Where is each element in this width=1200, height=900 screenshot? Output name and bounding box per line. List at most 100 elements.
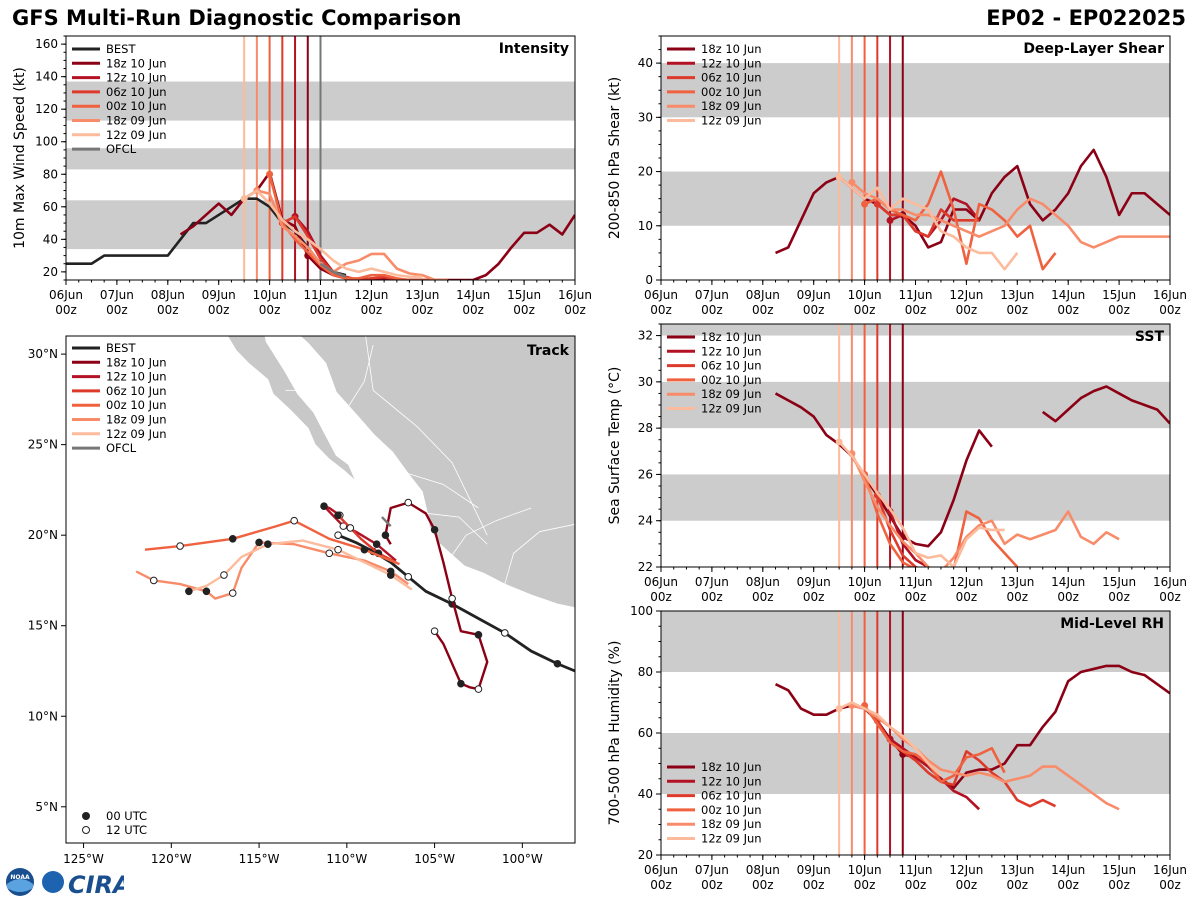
intensity-ylabel: 10m Max Wind Speed (kt) (12, 67, 28, 249)
rh-legend-label-12z-10-jun: 12z 10 Jun (701, 774, 762, 788)
shear-xtick-label: 00z (752, 303, 774, 317)
track-marker-12z-10-jun (320, 502, 328, 511)
intensity-line-ofcl (319, 262, 347, 278)
sst-line-18z-10-jun (1041, 385, 1170, 425)
shear-ytick-label: 0 (645, 273, 653, 287)
intensity-xtick-label: 15Jun (507, 288, 541, 302)
shear-xtick-label: 09Jun (797, 288, 831, 302)
intensity-xtick-label: 09Jun (202, 288, 236, 302)
rh-ylabel: 700-500 hPa Humidity (%) (607, 641, 623, 826)
intensity-xtick-label: 00z (208, 303, 230, 317)
rh-ytick-label: 60 (638, 726, 653, 740)
shear-line-12z-09-jun (838, 175, 1019, 271)
rh-xtick-label: 07Jun (695, 863, 729, 877)
sst-xtick-label: 12Jun (949, 575, 983, 589)
sst-xtick-label: 00z (905, 590, 927, 604)
intensity-xtick-label: 00z (55, 303, 77, 317)
shear-panel: 01020304006Jun00z07Jun00z08Jun00z09Jun00… (607, 35, 1187, 317)
track-legend-label-18z-09-jun: 18z 09 Jun (106, 413, 167, 427)
sst-xtick-label: 00z (1007, 590, 1029, 604)
sst-legend-label-12z-10-jun: 12z 10 Jun (701, 344, 762, 358)
rh-xtick-label: 12Jun (949, 863, 983, 877)
track-ytick-label: 5°N (35, 800, 58, 814)
sst-series (774, 385, 1170, 567)
shear-legend-label-18z-10-jun: 18z 10 Jun (701, 42, 762, 56)
intensity-ytick-label: 40 (43, 232, 58, 246)
shear-band-0 (661, 171, 1170, 226)
intensity-xtick-label: 00z (361, 303, 383, 317)
sst-legend-label-18z-10-jun: 18z 10 Jun (701, 330, 762, 344)
intensity-xtick-label: 00z (412, 303, 434, 317)
rh-line-06z-10-jun (876, 720, 1057, 808)
rh-series (774, 664, 1170, 811)
shear-xtick-label: 12Jun (949, 288, 983, 302)
shear-xtick-label: 00z (701, 303, 723, 317)
track-marker-12z-10-jun (372, 540, 381, 549)
sst-ytick-label: 24 (638, 514, 653, 528)
track-line-00z-10-jun (144, 519, 400, 566)
track-marker-legend-label: 00 UTC (106, 809, 147, 823)
track-xtick-label: 100°W (502, 852, 543, 866)
track-state-border (408, 473, 479, 509)
shear-xtick-label: 16Jun (1153, 288, 1187, 302)
rh-xtick-label: 00z (854, 878, 876, 892)
shear-xtick-label: 00z (905, 303, 927, 317)
rh-xtick-label: 00z (956, 878, 978, 892)
sst-ytick-label: 30 (638, 375, 653, 389)
shear-ylabel: 200-850 hPa Shear (kt) (607, 77, 623, 239)
sst-init-dot-12z-09-jun (835, 438, 843, 446)
track-ytick-label: 15°N (28, 619, 58, 633)
intensity-ytick-label: 140 (35, 70, 58, 84)
intensity-init-dot-12z-09-jun (240, 195, 248, 203)
intensity-xtick-label: 00z (157, 303, 179, 317)
sst-xtick-label: 00z (701, 590, 723, 604)
sst-xtick-label: 00z (1108, 590, 1130, 604)
track-ytick-label: 30°N (28, 347, 58, 361)
shear-xtick-label: 11Jun (898, 288, 932, 302)
sst-xtick-label: 00z (1159, 590, 1181, 604)
intensity-line-12z-09-jun (243, 189, 423, 279)
shear-xtick-label: 06Jun (644, 288, 678, 302)
track-ytick-label: 20°N (28, 528, 58, 542)
intensity-legend-label-ofcl: OFCL (106, 142, 137, 156)
track-land-mexico (227, 336, 575, 609)
sst-xtick-label: 15Jun (1102, 575, 1136, 589)
sst-legend-label-12z-09-jun: 12z 09 Jun (701, 402, 762, 416)
track-marker-18z-10-jun (474, 630, 483, 639)
rh-xtick-label: 00z (1007, 878, 1029, 892)
rh-xtick-label: 00z (1108, 878, 1130, 892)
rh-xtick-label: 00z (803, 878, 825, 892)
shear-ytick-label: 40 (638, 56, 653, 70)
track-line-12z-09-jun (188, 539, 413, 593)
intensity-xtick-label: 06Jun (49, 288, 83, 302)
rh-xtick-label: 14Jun (1051, 863, 1085, 877)
sst-xtick-label: 07Jun (695, 575, 729, 589)
cira-globe-icon (42, 871, 64, 893)
track-legend-label-ofcl: OFCL (106, 441, 137, 455)
rh-xtick-label: 09Jun (797, 863, 831, 877)
sst-ytick-label: 26 (638, 467, 653, 481)
shear-line-18z-09-jun (851, 181, 1170, 249)
shear-xtick-label: 10Jun (848, 288, 882, 302)
shear-ytick-label: 30 (638, 110, 653, 124)
track-marker-12z-09-jun (220, 571, 228, 579)
sst-line-00z-10-jun (863, 474, 1019, 567)
track-marker-18z-10-jun (381, 531, 390, 539)
track-marker-legend-label: 12 UTC (106, 823, 147, 837)
track-marker-00z-10-jun (228, 535, 237, 543)
shear-legend-label-06z-10-jun: 06z 10 Jun (701, 71, 762, 85)
rh-ytick-label: 20 (638, 848, 653, 862)
rh-legend-label-18z-10-jun: 18z 10 Jun (701, 760, 762, 774)
agency-logos: NOAA CIRA (6, 868, 124, 898)
shear-init-dot-00z-10-jun (861, 200, 869, 208)
intensity-xtick-label: 00z (310, 303, 332, 317)
sst-band-0 (661, 474, 1170, 521)
track-state-border (451, 507, 532, 556)
rh-xtick-label: 08Jun (746, 863, 780, 877)
shear-xtick-label: 15Jun (1102, 288, 1136, 302)
track-marker-best (404, 573, 413, 581)
sst-line-18z-09-jun (850, 453, 1120, 567)
track-line-18z-09-jun (135, 541, 409, 600)
intensity-xtick-label: 08Jun (151, 288, 185, 302)
shear-xtick-label: 00z (1057, 303, 1079, 317)
